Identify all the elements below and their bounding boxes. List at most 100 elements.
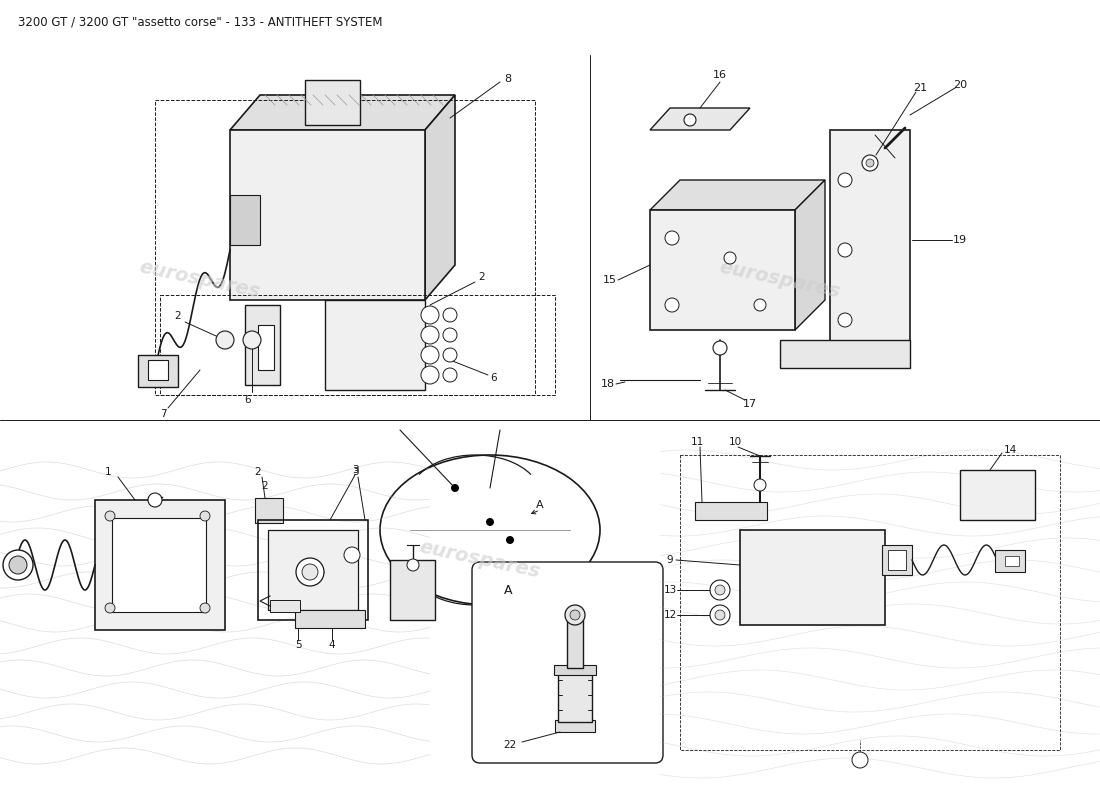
Text: 3: 3	[352, 465, 359, 475]
Bar	[255, 498, 283, 523]
Text: 20: 20	[953, 80, 967, 90]
Text: 10: 10	[728, 437, 741, 447]
Circle shape	[104, 603, 116, 613]
Bar	[230, 130, 425, 300]
Bar	[556, 720, 595, 732]
Circle shape	[866, 159, 874, 167]
Circle shape	[506, 536, 514, 544]
Text: 4: 4	[329, 640, 336, 650]
Bar	[295, 610, 365, 628]
Text: 7: 7	[160, 409, 166, 419]
Bar	[558, 670, 592, 722]
Text: 19: 19	[953, 235, 967, 245]
Bar	[258, 325, 274, 370]
Circle shape	[302, 564, 318, 580]
Circle shape	[200, 603, 210, 613]
Polygon shape	[230, 95, 455, 130]
Circle shape	[421, 306, 439, 324]
Bar	[270, 600, 300, 612]
Text: 3200 GT / 3200 GT "assetto corse" - 133 - ANTITHEFT SYSTEM: 3200 GT / 3200 GT "assetto corse" - 133 …	[18, 15, 383, 29]
Circle shape	[443, 328, 456, 342]
Bar	[996, 550, 1025, 572]
Text: eurospares: eurospares	[717, 258, 843, 302]
Bar	[305, 80, 360, 125]
Circle shape	[296, 558, 324, 586]
Text: 2: 2	[262, 481, 268, 491]
Circle shape	[862, 155, 878, 171]
Circle shape	[200, 511, 210, 521]
Bar	[1005, 556, 1019, 566]
Circle shape	[838, 313, 853, 327]
Circle shape	[713, 341, 727, 355]
Text: 9: 9	[667, 555, 673, 565]
Polygon shape	[650, 108, 750, 130]
Bar	[155, 100, 535, 395]
Bar	[112, 518, 206, 612]
Circle shape	[104, 511, 116, 521]
Bar	[888, 550, 906, 570]
Text: 22: 22	[504, 740, 517, 750]
Text: 3: 3	[352, 467, 359, 477]
Bar	[566, 618, 583, 668]
Circle shape	[724, 252, 736, 264]
Circle shape	[684, 114, 696, 126]
Text: 17: 17	[742, 399, 757, 409]
Bar	[148, 360, 168, 380]
Bar	[258, 520, 369, 620]
Bar	[650, 210, 795, 330]
Circle shape	[421, 346, 439, 364]
Circle shape	[443, 308, 456, 322]
FancyBboxPatch shape	[472, 562, 663, 763]
Text: 1: 1	[104, 467, 111, 477]
Text: 8: 8	[505, 74, 512, 84]
Circle shape	[148, 493, 162, 507]
Circle shape	[3, 550, 33, 580]
Circle shape	[666, 231, 679, 245]
Circle shape	[754, 299, 766, 311]
Circle shape	[838, 173, 853, 187]
Bar	[160, 295, 556, 395]
Circle shape	[421, 366, 439, 384]
Text: 6: 6	[491, 373, 497, 383]
Text: 21: 21	[913, 83, 927, 93]
Polygon shape	[795, 180, 825, 330]
Bar	[695, 502, 767, 520]
Text: 15: 15	[603, 275, 617, 285]
Text: 2: 2	[175, 311, 182, 321]
Bar	[882, 545, 912, 575]
Text: 16: 16	[713, 70, 727, 80]
Bar	[95, 500, 226, 630]
Circle shape	[715, 610, 725, 620]
Text: eurospares: eurospares	[418, 538, 542, 582]
Circle shape	[443, 368, 456, 382]
Text: 2: 2	[255, 467, 262, 477]
Circle shape	[9, 556, 28, 574]
Text: A: A	[536, 500, 543, 510]
Bar	[680, 455, 1060, 750]
Circle shape	[666, 298, 679, 312]
Circle shape	[565, 605, 585, 625]
Bar	[245, 305, 280, 385]
Text: 14: 14	[1003, 445, 1016, 455]
Circle shape	[754, 479, 766, 491]
Circle shape	[570, 610, 580, 620]
Circle shape	[451, 484, 459, 492]
Bar	[390, 560, 435, 620]
Circle shape	[715, 585, 725, 595]
Circle shape	[838, 243, 853, 257]
Text: 2: 2	[478, 272, 485, 282]
Bar	[138, 355, 178, 387]
Bar	[780, 340, 910, 368]
Circle shape	[243, 331, 261, 349]
Text: 11: 11	[691, 437, 704, 447]
Circle shape	[407, 559, 419, 571]
Circle shape	[710, 605, 730, 625]
Circle shape	[216, 331, 234, 349]
Circle shape	[710, 580, 730, 600]
Bar	[740, 530, 886, 625]
Bar	[324, 300, 425, 390]
Bar	[230, 195, 260, 245]
Circle shape	[443, 348, 456, 362]
Polygon shape	[425, 95, 455, 300]
Bar	[960, 470, 1035, 520]
